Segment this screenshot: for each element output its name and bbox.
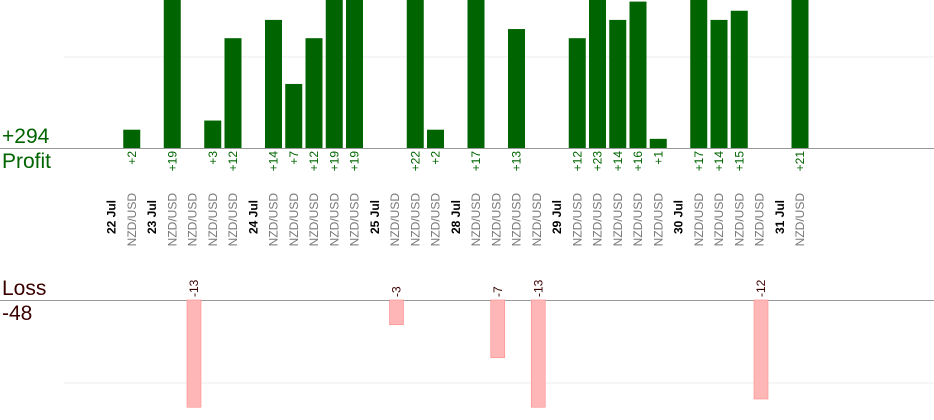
symbol-label: NZD/USD <box>267 193 281 247</box>
profit-bar <box>629 1 647 148</box>
symbol-label: NZD/USD <box>611 193 625 247</box>
date-label: 30 Jul <box>672 200 686 234</box>
profit-value-label: +14 <box>712 151 726 172</box>
loss-bar <box>490 299 506 359</box>
symbol-label: NZD/USD <box>186 193 200 247</box>
profit-bar <box>589 0 606 148</box>
symbol-label: NZD/USD <box>530 193 544 247</box>
profit-value-label: +19 <box>327 151 341 172</box>
symbol-label: NZD/USD <box>348 193 362 247</box>
symbol-label: NZD/USD <box>692 193 706 247</box>
symbol-label: NZD/USD <box>388 193 402 247</box>
symbol-label: NZD/USD <box>206 193 220 247</box>
symbol-label: NZD/USD <box>753 193 767 247</box>
profit-bar <box>730 10 748 148</box>
profit-value-label: +7 <box>287 151 301 165</box>
date-label: 29 Jul <box>550 200 564 234</box>
profit-value-label: +19 <box>348 151 362 172</box>
loss-bar <box>753 299 769 400</box>
loss-bar <box>530 299 546 408</box>
profit-bar <box>406 0 424 148</box>
profit-bar <box>346 0 363 148</box>
symbol-label: NZD/USD <box>591 193 605 247</box>
profit-value-label: +3 <box>206 151 220 165</box>
loss-value-label: -13 <box>531 279 545 297</box>
symbol-label: NZD/USD <box>510 193 524 247</box>
profit-value-label: +21 <box>793 151 807 172</box>
profit-bar <box>163 0 181 148</box>
symbol-label: NZD/USD <box>327 193 341 247</box>
symbol-label: NZD/USD <box>732 193 746 247</box>
loss-total-label: -48 <box>2 302 33 325</box>
profit-value-label: +1 <box>651 151 665 165</box>
loss-value-label: -12 <box>754 279 768 297</box>
profit-bar <box>690 0 708 148</box>
symbol-label: NZD/USD <box>165 193 179 247</box>
profit-bar <box>123 129 141 148</box>
profit-bar <box>649 138 667 148</box>
profit-value-label: +23 <box>591 151 605 172</box>
profit-bar <box>325 0 343 148</box>
loss-bar <box>389 299 404 326</box>
symbol-label: NZD/USD <box>408 193 422 247</box>
symbol-label: NZD/USD <box>489 193 503 247</box>
symbol-label: NZD/USD <box>712 193 726 247</box>
symbol-label: NZD/USD <box>570 193 584 247</box>
profit-value-label: +14 <box>611 151 625 172</box>
profit-value-label: +16 <box>631 151 645 172</box>
profit-value-label: +19 <box>165 151 179 172</box>
date-label: 25 Jul <box>368 200 382 234</box>
date-label: 24 Jul <box>246 200 260 234</box>
profit-total-label: +294 <box>2 125 50 148</box>
loss-value-label: -13 <box>187 279 201 297</box>
profit-value-label: +17 <box>692 151 706 172</box>
profit-value-label: +2 <box>429 151 443 165</box>
symbol-label: NZD/USD <box>469 193 483 247</box>
symbol-label: NZD/USD <box>307 193 321 247</box>
date-label: 31 Jul <box>773 200 787 234</box>
profit-value-label: +15 <box>732 151 746 172</box>
profit-title-label: Profit <box>2 150 52 173</box>
profit-bar <box>467 0 485 148</box>
profit-bar <box>204 120 222 148</box>
symbol-label: NZD/USD <box>793 193 807 247</box>
date-label: 22 Jul <box>105 200 119 234</box>
symbol-label: NZD/USD <box>651 193 665 247</box>
symbol-label: NZD/USD <box>631 193 645 247</box>
loss-bar <box>186 299 202 408</box>
profit-bar <box>710 19 728 149</box>
symbol-label: NZD/USD <box>226 193 240 247</box>
loss-value-label: -7 <box>491 286 505 297</box>
profit-value-label: +13 <box>510 151 524 172</box>
profit-value-label: +12 <box>307 151 321 172</box>
loss-title-label: Loss <box>2 277 47 300</box>
profit-bar <box>427 129 444 148</box>
symbol-label: NZD/USD <box>429 193 443 247</box>
profit-bar <box>568 38 586 149</box>
loss-value-label: -3 <box>390 286 404 297</box>
profit-value-label: +12 <box>570 151 584 172</box>
profit-value-label: +22 <box>408 151 422 172</box>
symbol-label: NZD/USD <box>125 193 139 247</box>
profit-bar <box>265 19 282 149</box>
profit-bar <box>508 29 525 148</box>
profit-value-label: +17 <box>469 151 483 172</box>
date-label: 23 Jul <box>145 200 159 234</box>
profit-value-label: +2 <box>125 151 139 165</box>
date-label: 28 Jul <box>449 200 463 234</box>
profit-value-label: +12 <box>226 151 240 172</box>
symbol-label: NZD/USD <box>287 193 301 247</box>
profit-bar <box>285 83 303 148</box>
profit-value-label: +14 <box>267 151 281 172</box>
profit-bar <box>305 38 323 149</box>
profit-bar <box>791 0 809 148</box>
profit-bar <box>224 38 242 149</box>
profit-bar <box>609 19 627 149</box>
